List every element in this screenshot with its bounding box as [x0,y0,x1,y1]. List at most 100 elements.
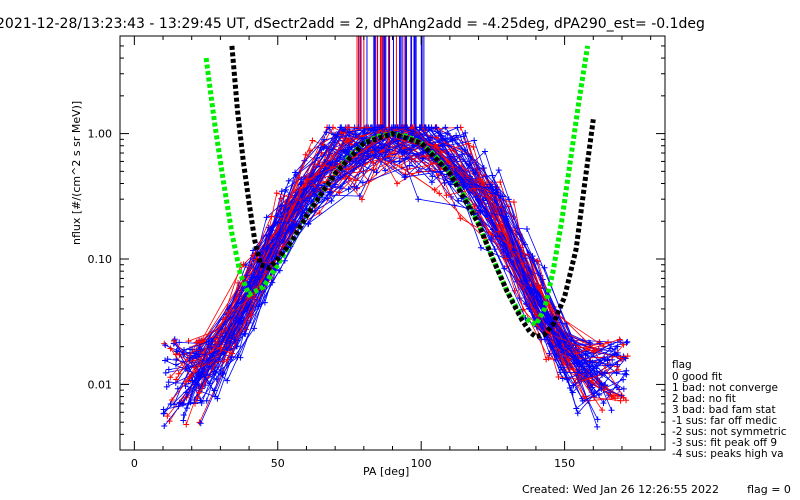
measurement-point [441,179,448,186]
measurement-point [309,137,316,144]
measurement-point [162,357,169,364]
measurement-point [451,202,458,209]
measurement-point [433,134,440,141]
x-axis-label: PA [deg] [363,465,410,478]
measurement-point [598,385,605,392]
measurement-point [620,385,627,392]
measurement-trace [170,127,601,405]
measurement-point [231,336,238,343]
measurement-point [182,378,189,385]
measurement-point [162,342,169,349]
measurement-point [251,273,258,280]
measurement-point [361,150,368,157]
measurement-point [579,397,586,404]
measurement-point [388,124,395,131]
measurement-point [617,397,624,404]
measurement-point [489,172,496,179]
measurement-point [559,375,566,382]
measurement-point [306,147,313,154]
measurement-point [428,179,435,186]
measurement-point [219,371,226,378]
measurement-point [163,383,170,390]
y-tick-label: 0.01 [88,378,113,391]
flag-legend: flag 0 good fit 1 bad: not converge 2 ba… [672,360,787,460]
measurement-point [541,264,548,271]
measurement-point [442,124,449,131]
legend-item: -2 sus: not symmetric [672,426,787,438]
measurement-point [352,177,359,184]
measurement-point [493,186,500,193]
measurement-point [434,144,441,151]
measurement-point [395,124,402,131]
measurement-trace [163,126,615,414]
legend-item: -4 sus: peaks high va [672,448,784,460]
measurement-point [278,203,285,210]
measurement-point [382,167,389,174]
measurement-point [454,124,461,131]
measurement-point [203,397,210,404]
measurement-point [169,397,176,404]
measurement-point [359,179,366,186]
measurement-point [346,144,353,151]
measurement-point [345,124,352,131]
measurement-point [273,190,280,197]
measurement-point [328,197,335,204]
measurement-point [183,421,190,428]
measurement-point [613,370,620,377]
measurement-point [520,306,527,313]
measurement-point [206,380,213,387]
measurement-point [620,376,627,383]
measurement-point [321,136,328,143]
measurement-point [323,129,330,136]
measurement-point [197,420,204,427]
measurement-point [511,247,518,254]
measurement-point [379,124,386,131]
measurement-point [396,158,403,165]
legend-item: 2 bad: no fit [672,393,736,405]
measurement-point [278,188,285,195]
measurement-point [415,152,422,159]
measurement-point [317,144,324,151]
black-fit-curve [229,45,596,340]
measurement-point [321,143,328,150]
measurement-trace [164,133,617,377]
measurement-point [161,422,168,429]
legend-title: flag [672,359,692,371]
measurement-point [174,385,181,392]
legend-item: -1 sus: far off medic [672,415,778,427]
measurement-point [162,369,169,376]
measurement-point [316,210,323,217]
measurement-point [197,345,204,352]
measurement-point [343,166,350,173]
measurement-point [214,395,221,402]
measurement-point [608,407,615,414]
measurement-point [228,350,235,357]
measurement-point [568,337,575,344]
measurement-point [569,389,576,396]
measurement-point [529,257,536,264]
measurement-point [172,361,179,368]
measurement-point [534,257,541,264]
measurement-point [196,419,203,426]
measurement-point [250,247,257,254]
measurement-point [173,376,180,383]
measurement-point [403,124,410,131]
measurement-point [212,370,219,377]
measurement-point [180,417,187,424]
measurement-point [510,199,517,206]
measurement-point [165,366,172,373]
measurement-point [180,411,187,418]
measurement-point [282,186,289,193]
measurement-point [243,272,250,279]
measurement-point [235,279,242,286]
measurement-point [587,340,594,347]
measurement-point [278,195,285,202]
measurement-point [251,325,258,332]
measurement-point [611,350,618,357]
x-tick-label: 50 [271,457,285,470]
legend-item: 0 good fit [672,371,723,383]
measurement-point [326,124,333,131]
measurement-point [566,384,573,391]
measurement-point [604,356,611,363]
